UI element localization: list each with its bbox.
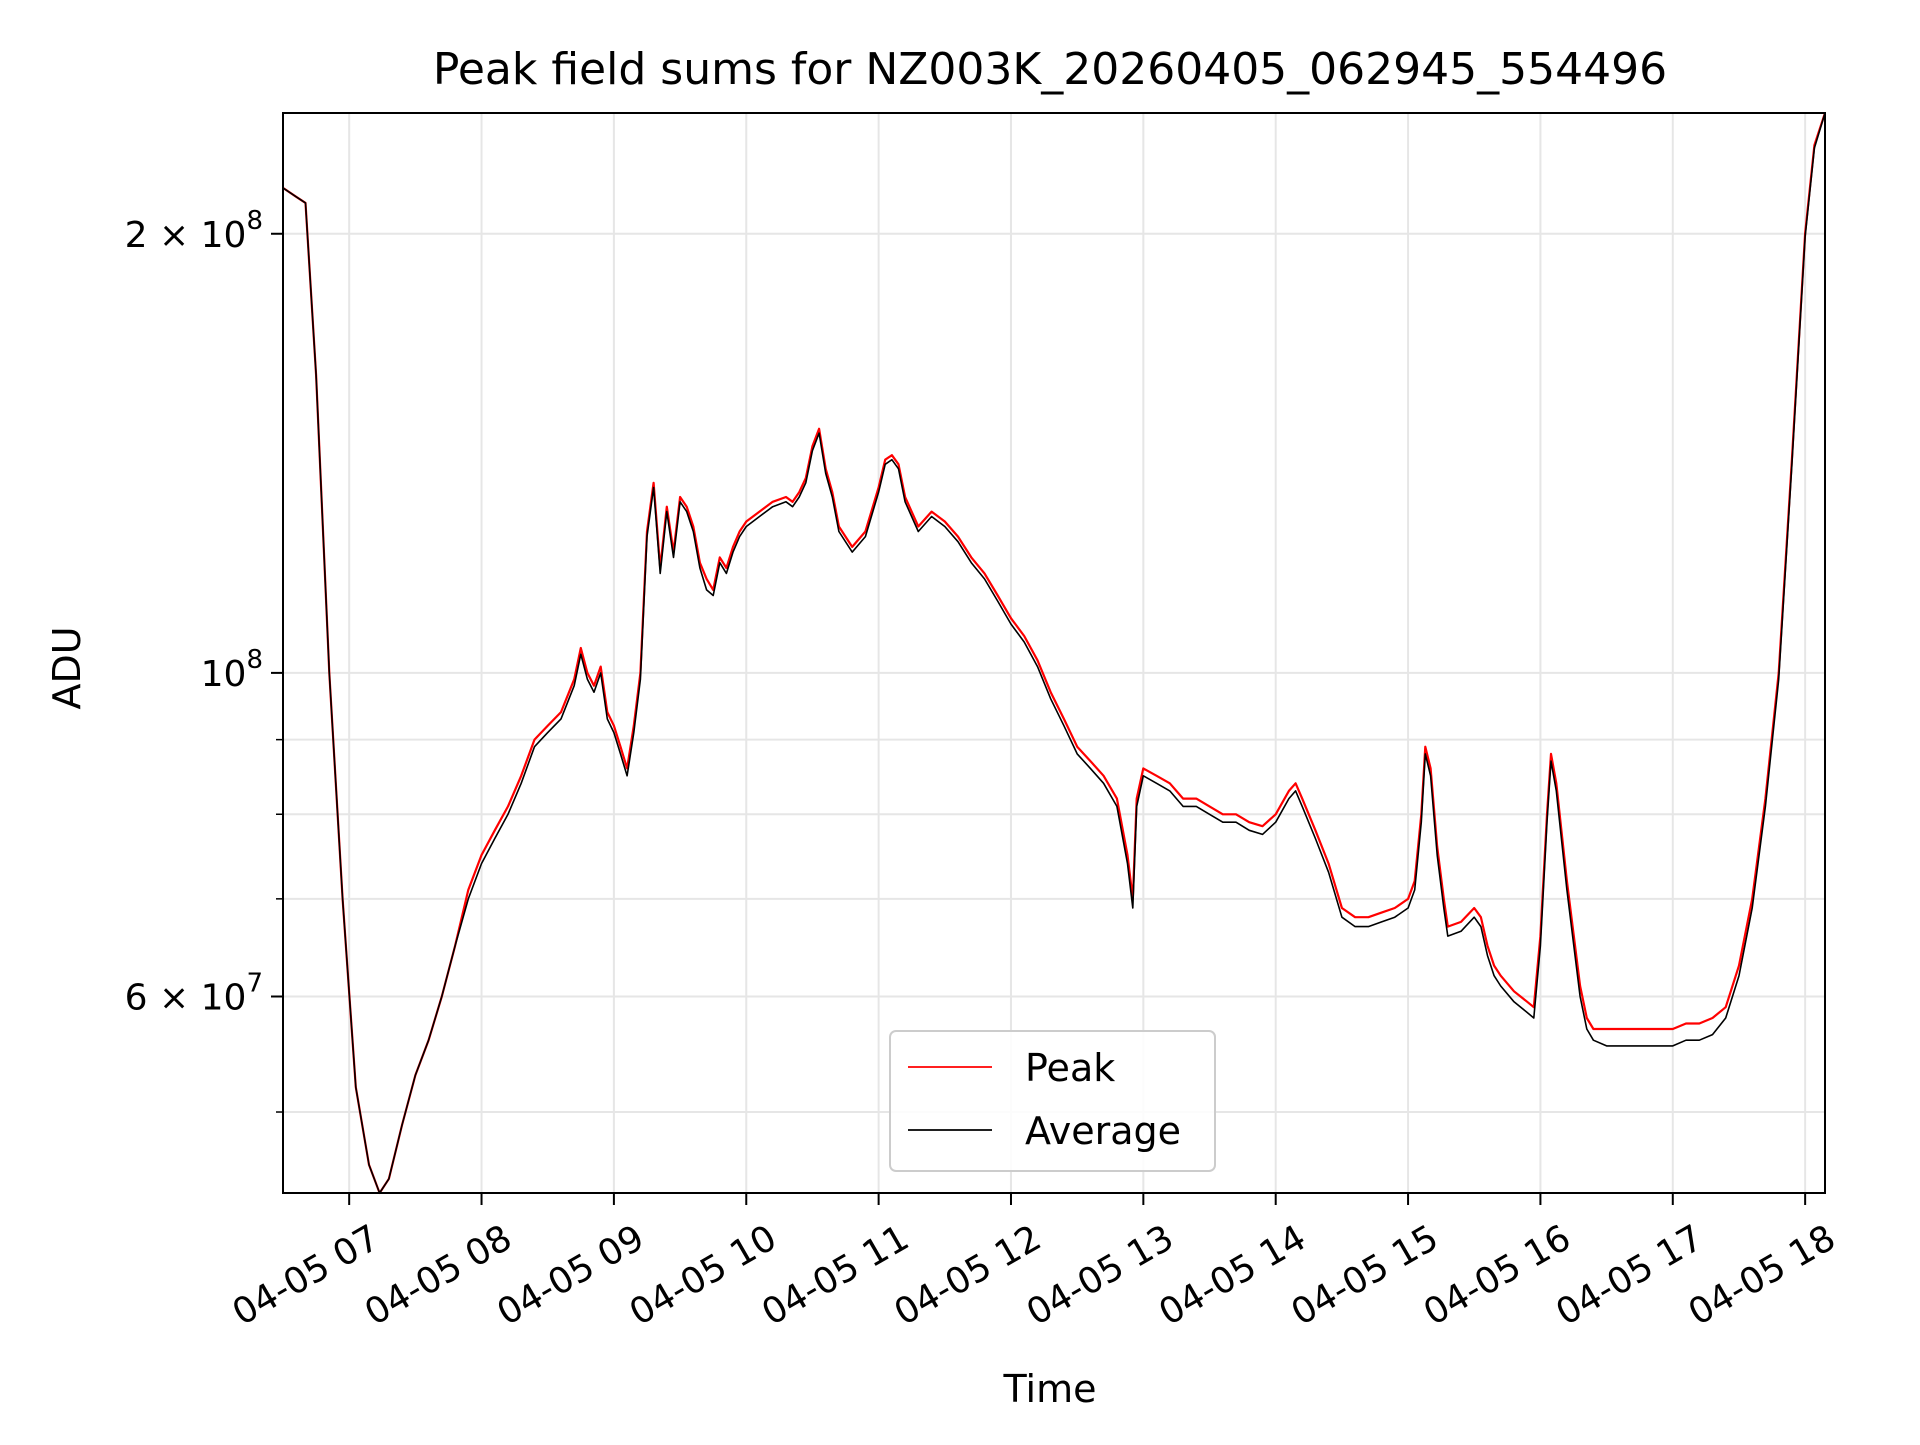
y-axis-label: ADU <box>45 626 89 709</box>
y-axis: 6 × 107 108 2 × 108 <box>125 206 283 1113</box>
chart-title: Peak field sums for NZ003K_20260405_0629… <box>433 44 1667 95</box>
x-axis-label: Time <box>1003 1367 1097 1411</box>
series-line-average <box>282 112 1826 1194</box>
y-tick-label: 108 <box>201 645 263 695</box>
series-layer <box>282 112 1827 1195</box>
plot-frame <box>282 112 1826 1194</box>
legend: Peak Average <box>889 1030 1216 1172</box>
legend-label-peak: Peak <box>1025 1046 1115 1090</box>
legend-box <box>889 1030 1216 1172</box>
y-tick-label: 6 × 107 <box>125 969 263 1019</box>
y-tick-label: 2 × 108 <box>125 206 263 256</box>
legend-label-average: Average <box>1025 1109 1181 1153</box>
